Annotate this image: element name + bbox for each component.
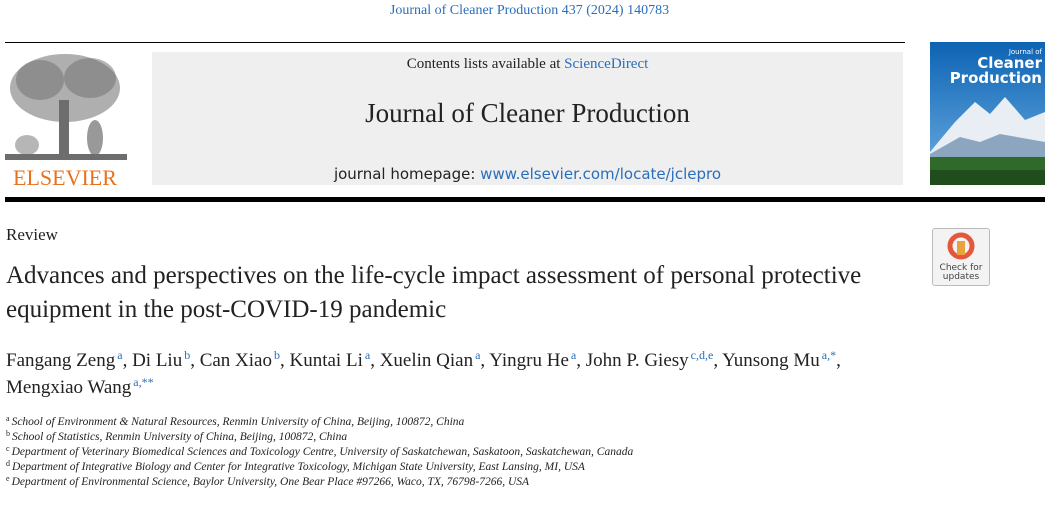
author-separator: , [713,350,719,371]
author-name[interactable]: Mengxiao Wang [6,377,132,398]
affiliation-text: School of Environment & Natural Resource… [11,416,465,428]
author-name[interactable]: Xuelin Qian [379,350,474,371]
affiliation-text: Department of Veterinary Biomedical Scie… [11,446,634,458]
author: Yunsong Mu a,*, [722,348,841,371]
author-affiliation-mark[interactable]: c,d,e [690,348,714,362]
affiliation: a School of Environment & Natural Resourc… [6,415,633,430]
author-separator: , [836,350,841,371]
affiliation: e Department of Environmental Science, Ba… [6,475,633,490]
cover-small: Journal of [1008,48,1042,56]
author-affiliation-mark[interactable]: a,* [821,348,837,362]
author-separator: , [480,350,486,371]
author-name[interactable]: Fangang Zeng [6,350,116,371]
author: John P. Giesy c,d,e, [585,348,719,371]
affiliation-label: b [6,429,10,438]
article-type: Review [6,225,58,244]
author-affiliation-mark[interactable]: a [475,348,481,362]
contents-prefix: Contents lists available at [406,56,561,72]
author-affiliation-mark[interactable]: a,** [133,375,154,389]
homepage-line: journal homepage: www.elsevier.com/locat… [152,165,903,183]
author: Di Liu b, [132,348,195,371]
author-separator: , [370,350,375,371]
author: Can Xiao b, [199,348,285,371]
author-name[interactable]: Di Liu [132,350,183,371]
author-affiliation-mark[interactable]: b [274,348,280,362]
check-updates-badge[interactable] [932,228,990,286]
journal-title: Journal of Cleaner Production [365,98,690,128]
author-affiliation-mark[interactable]: a [117,348,123,362]
contents-line: Contents lists available at ScienceDirec… [152,56,903,73]
affiliation-label: c [6,444,10,453]
rule [5,197,1045,202]
author-separator: , [122,350,128,371]
author-separator: , [190,350,195,371]
author-name[interactable]: Yunsong Mu [722,350,820,371]
author-affiliation-mark[interactable]: b [184,348,191,362]
cover-line: Cleaner [977,54,1042,72]
author: Fangang Zeng a, [6,348,128,371]
affiliations: a School of Environment & Natural Resourc… [6,415,633,490]
affiliation-text: Department of Integrative Biology and Ce… [12,461,585,473]
author-name[interactable]: Yingru He [489,350,569,371]
rule [5,42,905,43]
affiliation-label: a [6,414,10,423]
affiliation-text: Department of Environmental Science, Bay… [11,476,530,488]
affiliation: b School of Statistics, Renmin University… [6,430,633,445]
author-affiliation-mark[interactable]: a [364,348,371,362]
badge-line: Check for [939,263,983,273]
cover-line: Production [949,69,1042,87]
journal-cover [930,42,1045,185]
article-title: Advances and perspectives on the life-cy… [6,262,862,323]
affiliation: d Department of Integrative Biology and C… [6,460,633,475]
sciencedirect-link[interactable]: ScienceDirect [564,56,649,72]
author-separator: , [280,350,285,371]
citation: Journal of Cleaner Production 437 (2024)… [389,3,670,18]
cover-title: Journal of Cleaner Production [944,48,1042,86]
badge-line: updates [942,272,980,282]
affiliation-label: e [6,474,10,483]
author-affiliation-mark[interactable]: a [570,348,577,362]
author-name[interactable]: John P. Giesy [585,350,689,371]
homepage-prefix: journal homepage: [333,165,476,183]
elsevier-tree-logo [5,54,127,160]
badge-icon [947,232,975,260]
author-name[interactable]: Kuntai Li [289,350,363,371]
header-box [152,52,903,185]
homepage-link[interactable]: www.elsevier.com/locate/jclepro [480,165,722,183]
author: Kuntai Li a, [289,348,375,371]
author: Yingru He a, [489,348,581,371]
affiliation-label: d [6,459,10,468]
affiliation: c Department of Veterinary Biomedical Sci… [6,445,633,460]
authors: Fangang Zeng a, Di Liu b, Can Xiao b, Kunta… [6,347,916,401]
author-separator: , [576,350,581,371]
affiliation-text: School of Statistics, Renmin University … [12,431,348,443]
author-name[interactable]: Can Xiao [199,350,272,371]
author: Mengxiao Wang a,** [6,375,154,398]
badge-text: Check for updates [932,264,990,282]
author: Xuelin Qian a, [379,348,486,371]
publisher: ELSEVIER [13,165,117,190]
